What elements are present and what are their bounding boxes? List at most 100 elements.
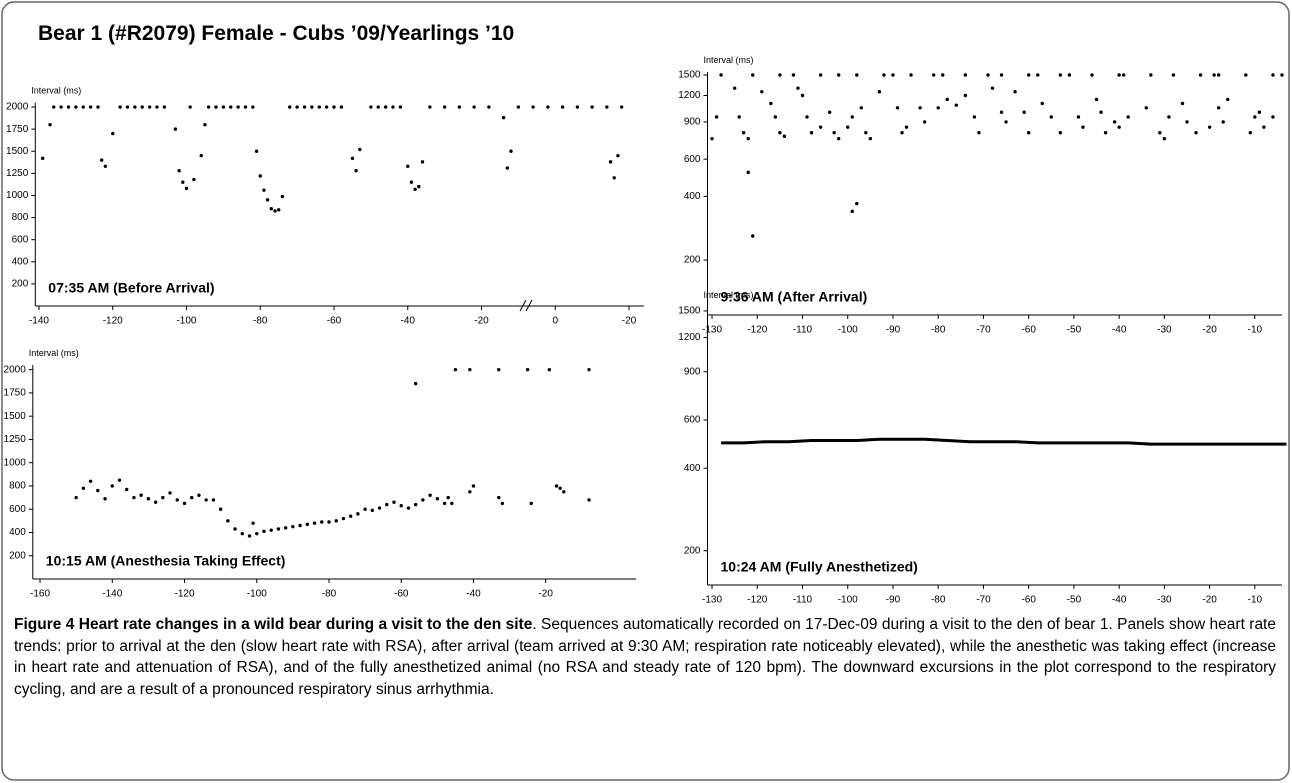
- data-point: [450, 501, 454, 506]
- data-point: [392, 500, 396, 504]
- x-tick-label: -40: [1112, 325, 1127, 336]
- x-tick-label: -70: [976, 595, 991, 606]
- data-point: [918, 106, 922, 110]
- data-point: [255, 531, 259, 536]
- data-point: [247, 534, 252, 538]
- data-point: [954, 103, 958, 107]
- data-point: [132, 495, 136, 500]
- data-point: [354, 168, 358, 173]
- x-tick-label: -30: [1157, 595, 1172, 606]
- data-point: [1271, 73, 1275, 77]
- data-point: [276, 527, 281, 531]
- data-point: [197, 493, 201, 497]
- data-point: [96, 105, 100, 109]
- data-point: [751, 234, 755, 238]
- data-point: [251, 521, 255, 525]
- data-point: [855, 201, 859, 206]
- data-point: [941, 73, 945, 77]
- data-point: [435, 497, 440, 501]
- data-point: [363, 507, 367, 511]
- x-tick-label: -100: [838, 595, 858, 606]
- data-point: [413, 187, 417, 191]
- data-point: [782, 134, 787, 138]
- data-point: [177, 168, 181, 173]
- data-point: [509, 149, 513, 153]
- x-tick-label: -120: [103, 316, 123, 327]
- data-point: [356, 512, 360, 516]
- data-point: [168, 491, 172, 495]
- y-tick-label: 600: [9, 504, 26, 515]
- y-tick-label: 200: [684, 255, 701, 266]
- data-point: [1253, 115, 1257, 119]
- data-point: [855, 73, 859, 77]
- y-axis-label: Interval (ms): [704, 290, 754, 300]
- x-tick-label: -40: [1112, 595, 1127, 606]
- data-point: [153, 500, 158, 504]
- data-point: [52, 105, 56, 109]
- caption-text: . Sequences automatically recorded on 17…: [14, 616, 1276, 698]
- data-point: [103, 497, 107, 501]
- data-point: [497, 367, 501, 372]
- x-tick-label: -70: [976, 325, 991, 336]
- data-point: [413, 502, 418, 507]
- data-point: [162, 105, 167, 109]
- y-tick-label: 400: [9, 527, 26, 538]
- data-point: [818, 125, 823, 129]
- x-tick-label: -60: [327, 316, 342, 327]
- x-tick-label: -80: [322, 589, 337, 600]
- y-tick-label: 400: [684, 463, 701, 474]
- data-point: [999, 73, 1004, 77]
- data-point: [1198, 73, 1203, 77]
- data-point: [1158, 131, 1162, 135]
- data-point: [1244, 73, 1248, 77]
- data-point: [265, 198, 270, 202]
- y-tick-label: 1250: [4, 434, 27, 445]
- data-point: [214, 105, 218, 109]
- data-point: [1248, 131, 1253, 135]
- data-point: [805, 115, 809, 119]
- panel-annotation: 10:24 AM (Fully Anesthetized): [721, 559, 918, 575]
- data-point: [190, 495, 194, 500]
- data-point: [236, 105, 240, 109]
- data-point: [406, 506, 411, 510]
- data-point: [446, 495, 450, 500]
- data-point: [1067, 73, 1072, 77]
- data-point: [864, 131, 868, 135]
- x-tick-label: -10: [1248, 325, 1263, 336]
- x-tick-label: -50: [1067, 325, 1082, 336]
- data-point: [531, 105, 535, 109]
- data-point: [110, 484, 114, 488]
- data-point: [317, 105, 321, 109]
- data-point: [117, 478, 122, 482]
- x-tick-label: -20: [1202, 325, 1217, 336]
- data-point: [1126, 115, 1130, 119]
- data-point: [846, 125, 850, 129]
- x-tick-label: -60: [1021, 595, 1036, 606]
- data-point: [59, 105, 63, 109]
- data-point: [269, 528, 273, 532]
- data-point: [963, 73, 968, 77]
- data-point: [558, 486, 562, 490]
- x-tick-label: -50: [1067, 595, 1082, 606]
- x-tick-label: -80: [253, 316, 268, 327]
- data-point: [836, 136, 841, 141]
- data-point: [850, 115, 854, 119]
- panel-annotation: 10:15 AM (Anesthesia Taking Effect): [46, 553, 286, 569]
- x-tick-label: -90: [886, 595, 901, 606]
- x-tick-label: -120: [747, 325, 767, 336]
- data-point: [413, 381, 418, 386]
- data-point: [146, 497, 151, 501]
- data-point: [500, 501, 505, 506]
- data-point: [1194, 131, 1198, 135]
- data-point: [350, 156, 355, 161]
- data-point: [800, 93, 805, 98]
- data-line: [721, 437, 1287, 446]
- data-point: [760, 90, 764, 94]
- data-point: [963, 93, 968, 98]
- data-point: [1216, 73, 1221, 77]
- data-point: [1036, 73, 1040, 77]
- data-point: [421, 498, 425, 502]
- data-point: [203, 123, 207, 127]
- data-point: [406, 164, 410, 168]
- y-tick-label: 900: [684, 117, 701, 128]
